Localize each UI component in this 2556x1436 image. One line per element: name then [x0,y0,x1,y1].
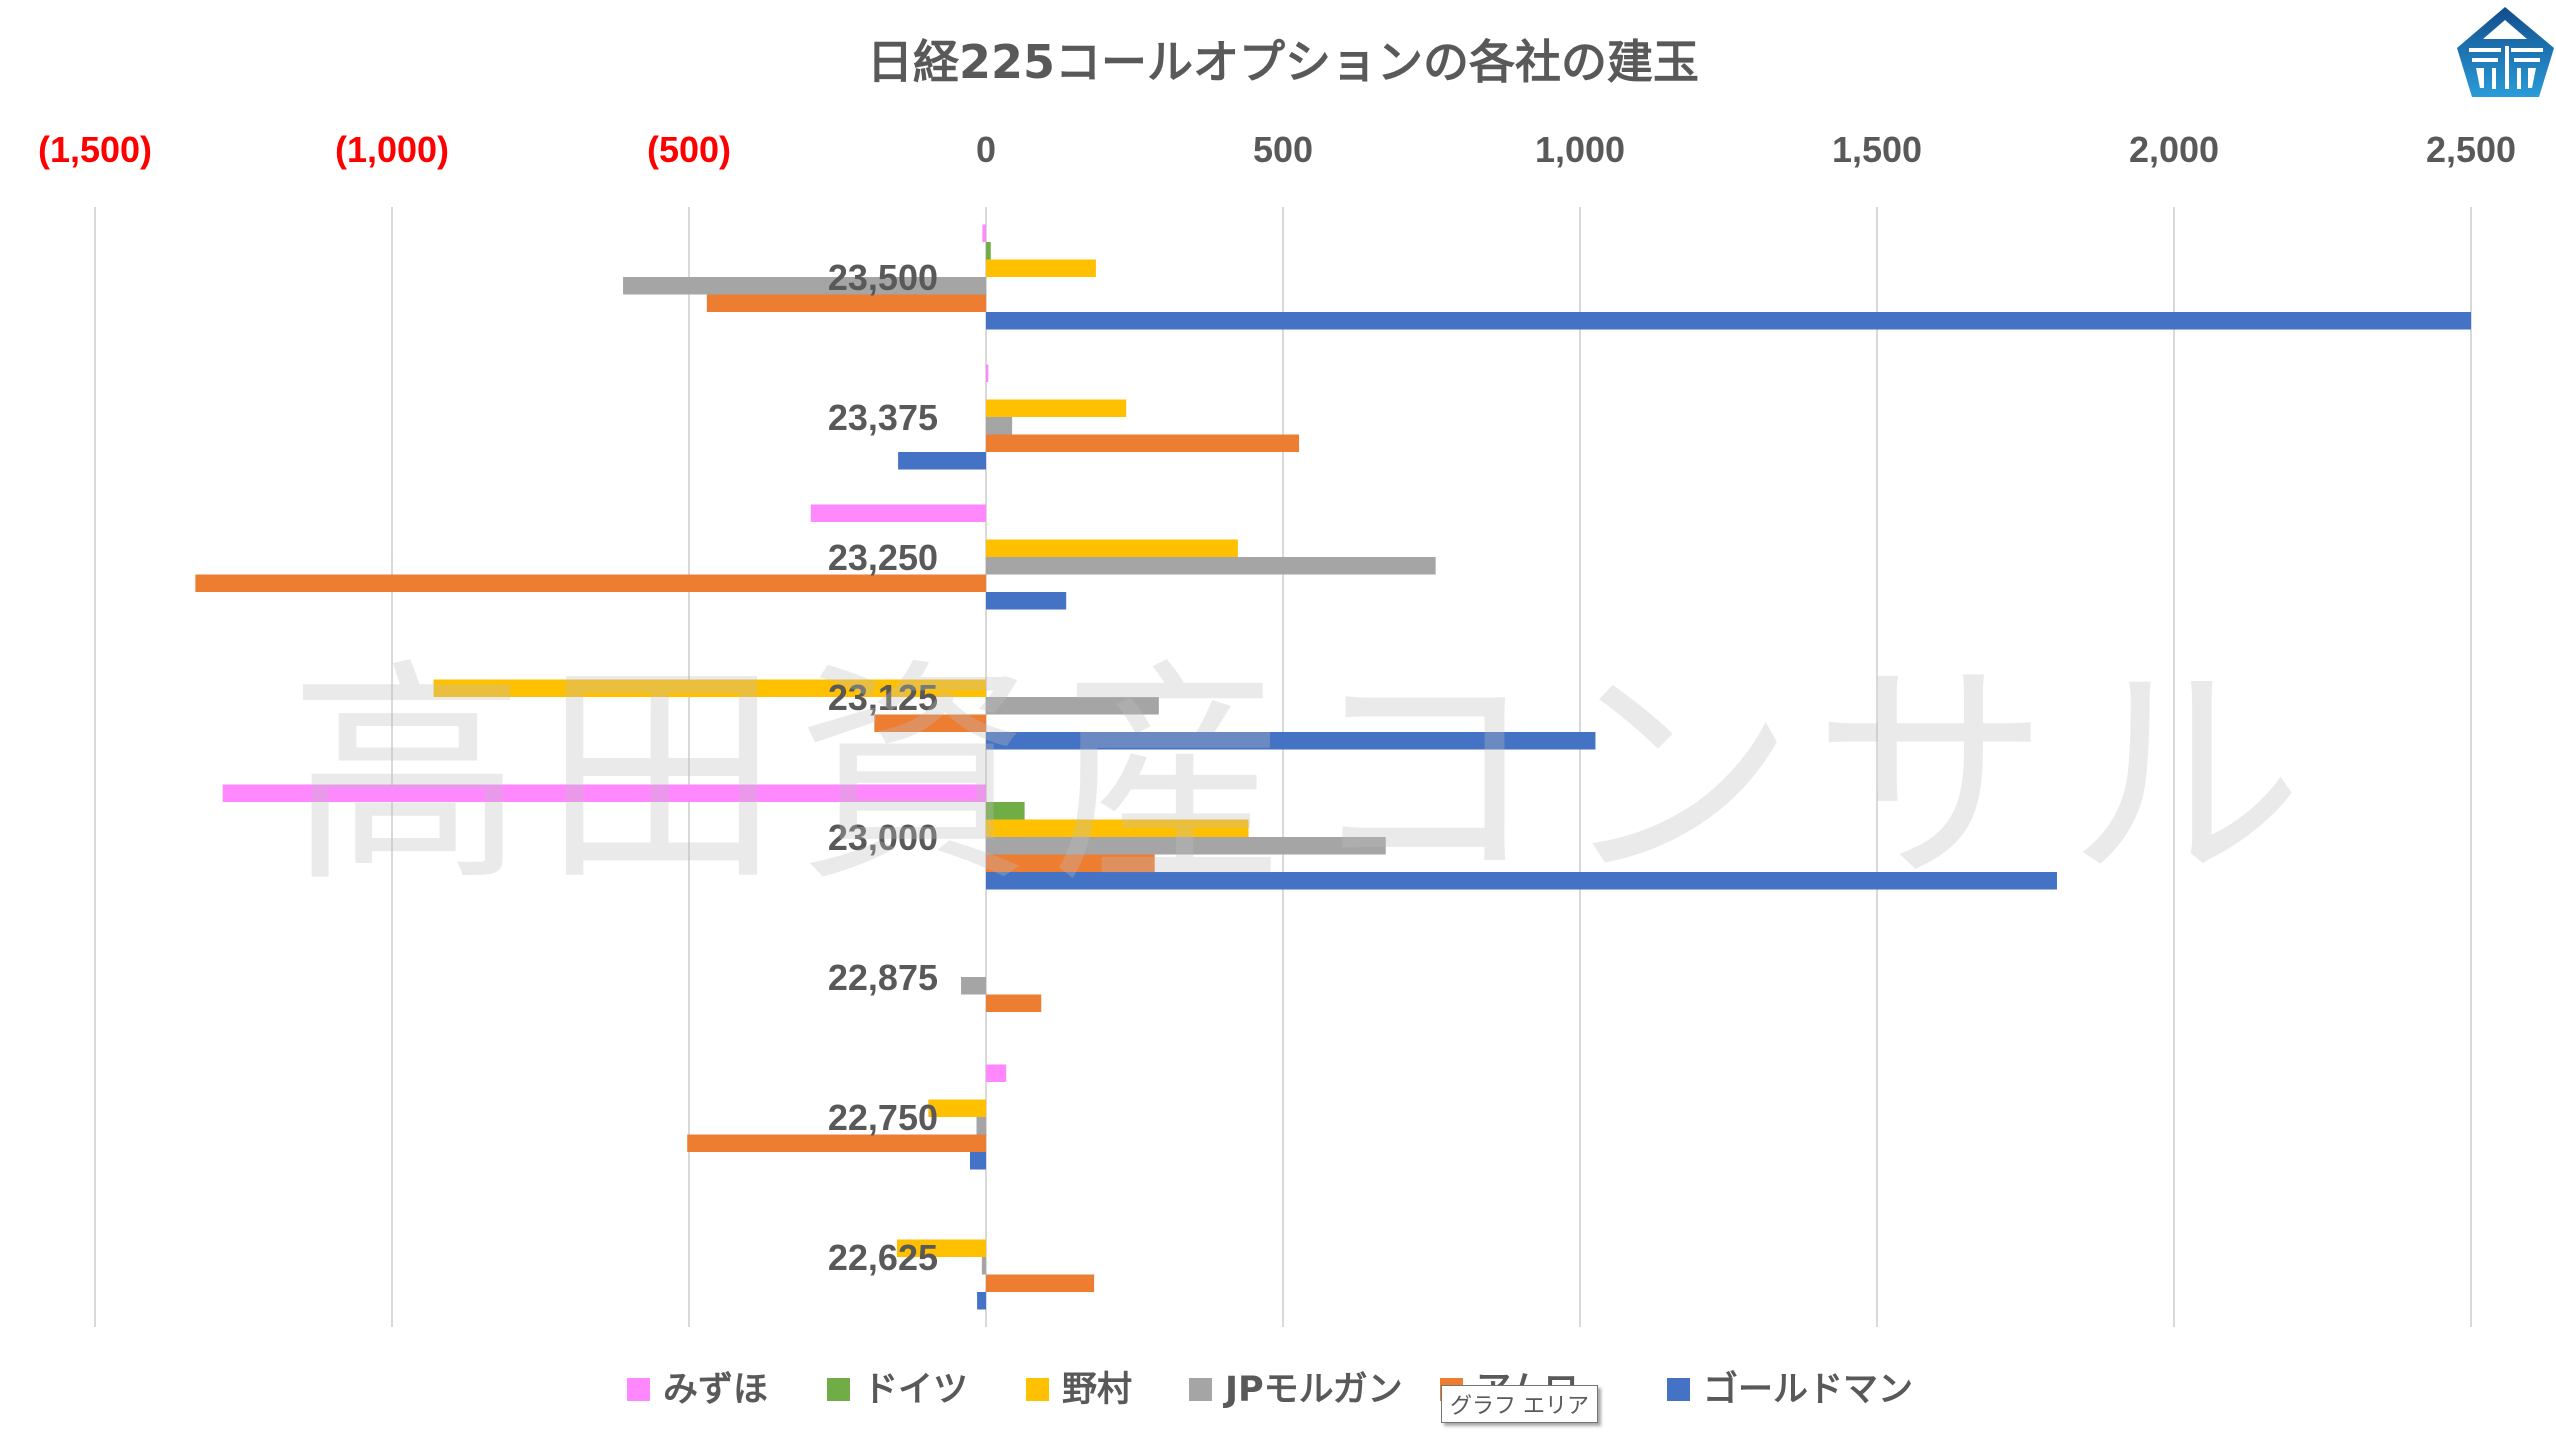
bar-アムロ-22,750[interactable] [687,1134,986,1153]
bar-ドイツ-23,000[interactable] [986,802,1025,820]
bar-JPモルガン-23,250[interactable] [986,557,1436,575]
bars [195,224,2471,1310]
x-tick-label: (1,000) [335,129,449,170]
bar-野村-23,375[interactable] [986,399,1127,418]
bar-ゴールドマン-23,500[interactable] [986,312,2471,330]
category-label: 23,250 [828,537,938,578]
bar-JPモルガン-22,750[interactable] [976,1117,986,1135]
category-label: 22,750 [828,1097,938,1138]
bar-アムロ-22,625[interactable] [986,1274,1095,1293]
x-tick-label: 2,500 [2426,129,2516,170]
legend-item[interactable]: みずほ [627,1370,768,1410]
bar-ゴールドマン-22,625[interactable] [977,1292,986,1310]
bar-JPモルガン-23,125[interactable] [986,697,1159,715]
bar-みずほ-23,250[interactable] [810,504,986,523]
x-axis-tick-labels: (1,500) (1,000) (500) 0 500 1,000 1,500 2,000 2,… [38,129,2516,170]
bar-野村-23,500[interactable] [986,259,1096,278]
bar-アムロ-23,250[interactable] [195,574,987,593]
legend-marker [627,1378,650,1401]
legend-marker [1026,1378,1049,1401]
category-label: 23,125 [828,677,938,718]
category-label: 22,625 [828,1237,938,1278]
chart-title: 日経225コールオプションの各社の建玉 [867,35,1699,89]
legend-label: JPモルガン [1223,1370,1403,1410]
bar-アムロ-23,000[interactable] [986,854,1155,873]
legend-item[interactable]: ドイツ [827,1370,968,1410]
x-tick-label: 2,000 [2129,129,2219,170]
category-label: 23,000 [828,817,938,858]
bar-ゴールドマン-23,125[interactable] [986,732,1596,750]
x-tick-label: 0 [976,129,996,170]
bar-みずほ-23,000[interactable] [222,784,986,803]
bar-アムロ-23,500[interactable] [706,294,986,313]
legend[interactable]: みずほドイツ野村JPモルガンアムロゴールドマン [627,1369,1913,1410]
bar-アムロ-23,375[interactable] [986,434,1300,453]
x-tick-label: 500 [1253,129,1313,170]
chart-area-tooltip: グラフ エリア [1441,1385,1598,1423]
bar-JPモルガン-23,000[interactable] [986,837,1386,855]
legend-label: 野村 [1062,1370,1132,1410]
x-tick-label: (500) [647,129,731,170]
bar-野村-23,000[interactable] [986,819,1249,838]
y-axis-category-labels: 23,500 23,375 23,250 23,125 23,000 22,875 22,7… [828,257,938,1278]
bar-ゴールドマン-23,375[interactable] [898,452,986,470]
x-tick-label: 1,500 [1832,129,1922,170]
bar-アムロ-23,125[interactable] [874,714,986,733]
legend-label: みずほ [663,1370,768,1410]
category-label: 23,500 [828,257,938,298]
bar-野村-23,125[interactable] [433,679,987,698]
gridlines [94,207,2472,1327]
bar-ゴールドマン-22,750[interactable] [969,1152,986,1170]
bar-JPモルガン-22,625[interactable] [981,1257,986,1275]
bar-みずほ-23,500[interactable] [982,224,986,243]
x-tick-label: (1,500) [38,129,152,170]
bar-野村-23,250[interactable] [986,539,1238,558]
legend-marker [827,1378,850,1401]
bar-野村-22,625[interactable] [896,1239,986,1258]
bar-みずほ-22,750[interactable] [986,1064,1007,1083]
legend-item[interactable]: JPモルガン [1189,1370,1403,1410]
company-logo-icon [2457,7,2554,97]
legend-marker [1189,1378,1212,1401]
bar-JPモルガン-23,500[interactable] [623,277,986,295]
bar-ゴールドマン-23,000[interactable] [986,872,2057,890]
category-label: 23,375 [828,397,938,438]
bar-ゴールドマン-23,250[interactable] [986,592,1067,610]
x-tick-label: 1,000 [1535,129,1625,170]
watermark-text: 高田資産コンサル [289,639,2321,914]
category-label: 22,875 [828,957,938,998]
bar-JPモルガン-22,875[interactable] [961,977,986,995]
legend-item[interactable]: ゴールドマン [1667,1369,1913,1410]
bar-みずほ-23,375[interactable] [986,364,989,383]
legend-item[interactable]: 野村 [1026,1370,1132,1410]
bar-JPモルガン-23,375[interactable] [986,417,1013,435]
legend-marker [1667,1378,1690,1401]
bar-アムロ-22,875[interactable] [986,994,1042,1013]
legend-label: ドイツ [863,1370,968,1410]
bar-野村-22,750[interactable] [928,1099,986,1118]
legend-label: ゴールドマン [1703,1369,1913,1410]
bar-ドイツ-23,500[interactable] [986,242,991,260]
